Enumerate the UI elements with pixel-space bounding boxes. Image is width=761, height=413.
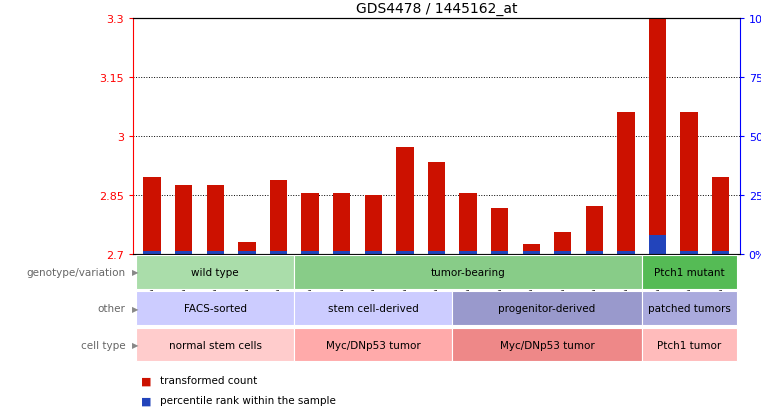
- Bar: [586, 207, 603, 254]
- Text: stem cell-derived: stem cell-derived: [328, 304, 419, 313]
- Bar: [649, 19, 666, 254]
- FancyBboxPatch shape: [642, 256, 737, 289]
- FancyBboxPatch shape: [136, 292, 295, 325]
- Bar: [523, 252, 540, 254]
- Bar: [175, 185, 193, 254]
- Text: ▶: ▶: [132, 304, 139, 313]
- Bar: [680, 252, 698, 254]
- Bar: [270, 252, 287, 254]
- Text: genotype/variation: genotype/variation: [27, 267, 126, 277]
- FancyBboxPatch shape: [295, 328, 452, 361]
- Title: GDS4478 / 1445162_at: GDS4478 / 1445162_at: [355, 2, 517, 16]
- Bar: [554, 252, 572, 254]
- Bar: [460, 252, 476, 254]
- Bar: [207, 252, 224, 254]
- Bar: [143, 252, 161, 254]
- Text: transformed count: transformed count: [160, 375, 257, 385]
- Text: wild type: wild type: [192, 267, 239, 277]
- Text: ■: ■: [141, 396, 151, 406]
- Bar: [270, 180, 287, 254]
- Bar: [396, 147, 413, 254]
- FancyBboxPatch shape: [642, 328, 737, 361]
- Bar: [586, 252, 603, 254]
- Bar: [333, 252, 350, 254]
- Bar: [712, 252, 730, 254]
- Text: patched tumors: patched tumors: [648, 304, 731, 313]
- Bar: [649, 235, 666, 254]
- Bar: [396, 252, 413, 254]
- Bar: [680, 113, 698, 254]
- Bar: [428, 163, 445, 254]
- FancyBboxPatch shape: [295, 256, 642, 289]
- Bar: [143, 178, 161, 254]
- Bar: [238, 242, 256, 254]
- Bar: [523, 244, 540, 254]
- Bar: [617, 252, 635, 254]
- Bar: [491, 209, 508, 254]
- Bar: [365, 252, 382, 254]
- FancyBboxPatch shape: [136, 328, 295, 361]
- Text: cell type: cell type: [81, 340, 126, 350]
- Bar: [301, 193, 319, 254]
- Text: other: other: [97, 304, 126, 313]
- Bar: [617, 113, 635, 254]
- Bar: [365, 196, 382, 254]
- Bar: [301, 252, 319, 254]
- FancyBboxPatch shape: [295, 292, 452, 325]
- FancyBboxPatch shape: [452, 292, 642, 325]
- Text: ■: ■: [141, 375, 151, 385]
- Bar: [238, 252, 256, 254]
- Text: FACS-sorted: FACS-sorted: [184, 304, 247, 313]
- Text: ▶: ▶: [132, 340, 139, 349]
- Text: Ptch1 tumor: Ptch1 tumor: [657, 340, 721, 350]
- FancyBboxPatch shape: [452, 328, 642, 361]
- Text: normal stem cells: normal stem cells: [169, 340, 262, 350]
- Text: Myc/DNp53 tumor: Myc/DNp53 tumor: [500, 340, 594, 350]
- Bar: [491, 252, 508, 254]
- Text: percentile rank within the sample: percentile rank within the sample: [160, 396, 336, 406]
- Bar: [712, 178, 730, 254]
- Text: tumor-bearing: tumor-bearing: [431, 267, 505, 277]
- Bar: [554, 233, 572, 254]
- Bar: [175, 252, 193, 254]
- Text: Ptch1 mutant: Ptch1 mutant: [654, 267, 724, 277]
- FancyBboxPatch shape: [642, 292, 737, 325]
- Text: ▶: ▶: [132, 268, 139, 277]
- Text: progenitor-derived: progenitor-derived: [498, 304, 596, 313]
- Text: Myc/DNp53 tumor: Myc/DNp53 tumor: [326, 340, 421, 350]
- Bar: [460, 193, 476, 254]
- Bar: [428, 252, 445, 254]
- Bar: [333, 193, 350, 254]
- FancyBboxPatch shape: [136, 256, 295, 289]
- Bar: [207, 185, 224, 254]
